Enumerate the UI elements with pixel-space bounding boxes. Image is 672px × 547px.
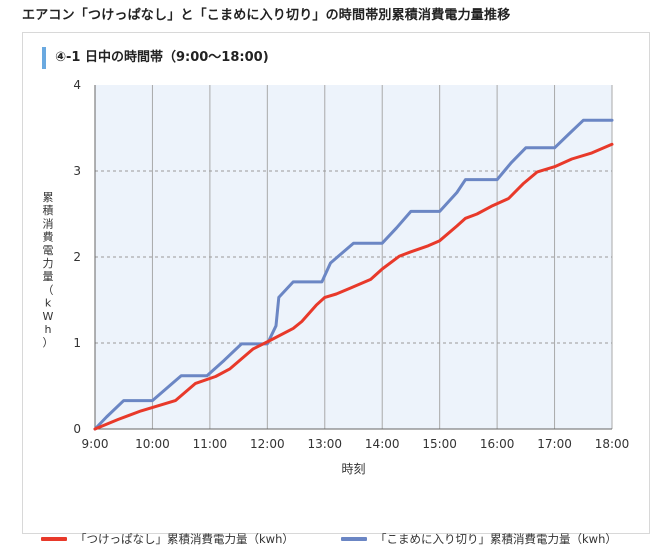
legend-label-always-on: 「つけっぱなし」累積消費電力量（kwh）: [75, 532, 294, 546]
y-tick-label: 1: [73, 336, 81, 350]
x-tick-label: 10:00: [135, 437, 170, 451]
y-axis-title-char: ）: [43, 336, 54, 349]
y-axis-title-char: 積: [43, 203, 54, 217]
y-tick-label: 3: [73, 164, 81, 178]
series-line-always-on: [93, 142, 614, 431]
x-tick-label: 15:00: [422, 437, 457, 451]
legend-item-always-on: 「つけっぱなし」累積消費電力量（kwh）: [41, 531, 294, 547]
y-axis-title-char: 費: [43, 230, 54, 244]
y-tick-label: 4: [73, 78, 81, 92]
legend-label-on-off: 「こまめに入り切り」累積消費電力量（kwh）: [375, 532, 617, 546]
y-tick-label: 0: [73, 422, 81, 436]
y-axis-title-char: 消: [43, 216, 54, 230]
x-tick-label: 12:00: [250, 437, 285, 451]
y-axis-title-char: （: [43, 283, 54, 296]
line-chart: 9:00 10:00 11:00 12:00 13:00 14:00 15:00 16:00 1…: [43, 78, 630, 476]
x-tick-label: 14:00: [365, 437, 400, 451]
legend-swatch-always-on: [41, 537, 67, 541]
x-tick-label: 16:00: [480, 437, 515, 451]
y-axis-title-char: W: [43, 310, 54, 323]
x-tick-label: 9:00: [82, 437, 109, 451]
x-tick-label: 18:00: [595, 437, 630, 451]
page-title: エアコン「つけっぱなし」と「こまめに入り切り」の時間帯別累積消費電力量推移: [22, 8, 511, 23]
chart-card: ④-1 日中の時間帯（9:00〜18:00) 9:00 10:00 11:00 12:…: [22, 32, 650, 546]
y-axis-title-char: 累: [43, 191, 54, 204]
legend-item-on-off: 「こまめに入り切り」累積消費電力量（kwh）: [341, 531, 617, 547]
x-axis-title: 時刻: [341, 462, 365, 476]
series-line-on-off: [93, 118, 614, 431]
chart-subtitle: ④-1 日中の時間帯（9:00〜18:00): [42, 47, 269, 69]
legend-swatch-on-off: [341, 537, 367, 541]
y-axis-title-char: 力: [43, 257, 54, 270]
y-axis-title-char: 量: [43, 270, 54, 283]
y-axis-title-char: h: [45, 323, 52, 336]
x-tick-label: 13:00: [307, 437, 342, 451]
y-tick-label: 2: [73, 250, 81, 264]
x-tick-label: 17:00: [537, 437, 572, 451]
y-axis-title-char: k: [45, 297, 52, 310]
y-axis-title-char: 電: [43, 244, 54, 257]
x-tick-label: 11:00: [193, 437, 228, 451]
